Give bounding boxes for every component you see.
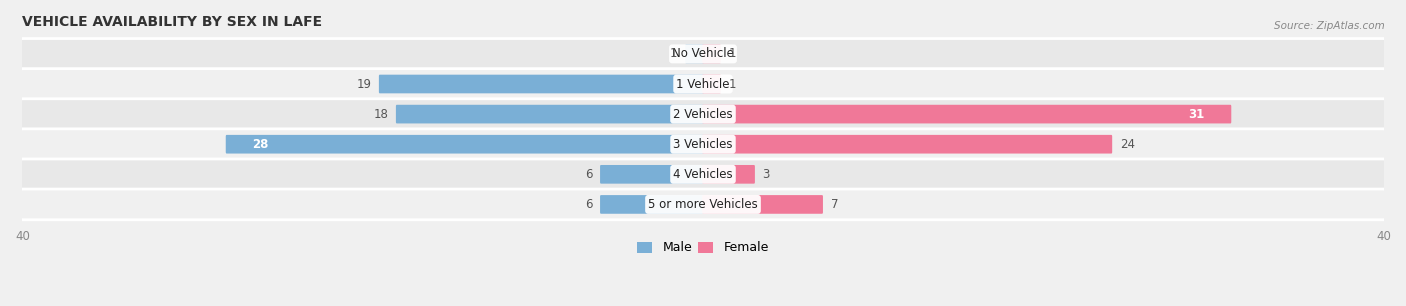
FancyBboxPatch shape [20,129,1386,159]
FancyBboxPatch shape [226,135,704,154]
FancyBboxPatch shape [702,45,721,63]
Text: 24: 24 [1119,138,1135,151]
Text: 6: 6 [585,168,592,181]
Text: VEHICLE AVAILABILITY BY SEX IN LAFE: VEHICLE AVAILABILITY BY SEX IN LAFE [22,15,322,29]
Text: 1: 1 [728,47,735,60]
Text: 1 Vehicle: 1 Vehicle [676,77,730,91]
FancyBboxPatch shape [396,105,704,123]
FancyBboxPatch shape [378,75,704,93]
FancyBboxPatch shape [702,195,823,214]
Text: 7: 7 [831,198,838,211]
FancyBboxPatch shape [20,69,1386,99]
Text: 3 Vehicles: 3 Vehicles [673,138,733,151]
FancyBboxPatch shape [702,135,1112,154]
FancyBboxPatch shape [685,45,704,63]
FancyBboxPatch shape [600,165,704,184]
Text: 1: 1 [671,47,678,60]
FancyBboxPatch shape [20,159,1386,190]
Text: Source: ZipAtlas.com: Source: ZipAtlas.com [1274,21,1385,32]
Text: 1: 1 [728,77,735,91]
FancyBboxPatch shape [20,99,1386,129]
Text: No Vehicle: No Vehicle [672,47,734,60]
FancyBboxPatch shape [20,189,1386,220]
Text: 18: 18 [374,108,388,121]
FancyBboxPatch shape [20,39,1386,69]
Text: 5 or more Vehicles: 5 or more Vehicles [648,198,758,211]
Text: 6: 6 [585,198,592,211]
Text: 3: 3 [762,168,770,181]
FancyBboxPatch shape [702,75,721,93]
Text: 28: 28 [252,138,269,151]
Text: 19: 19 [356,77,371,91]
FancyBboxPatch shape [702,165,755,184]
Text: 2 Vehicles: 2 Vehicles [673,108,733,121]
Legend: Male, Female: Male, Female [633,237,773,259]
FancyBboxPatch shape [702,105,1232,123]
FancyBboxPatch shape [600,195,704,214]
Text: 31: 31 [1188,108,1205,121]
Text: 4 Vehicles: 4 Vehicles [673,168,733,181]
